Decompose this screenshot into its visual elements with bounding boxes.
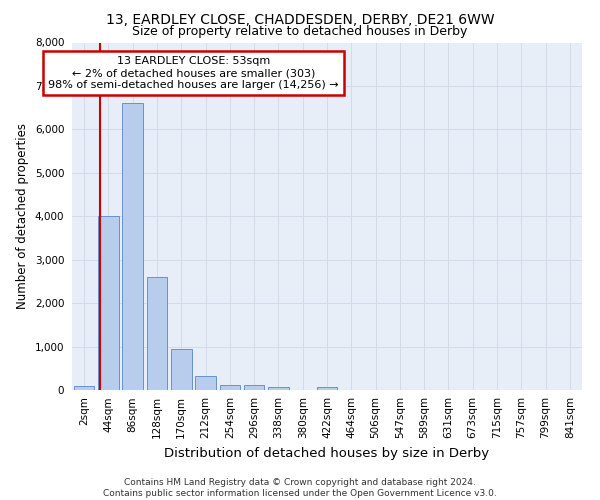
Bar xyxy=(74,386,94,390)
Bar xyxy=(195,376,216,390)
Bar xyxy=(268,386,289,390)
Text: Contains HM Land Registry data © Crown copyright and database right 2024.
Contai: Contains HM Land Registry data © Crown c… xyxy=(103,478,497,498)
Bar xyxy=(317,386,337,390)
Text: Size of property relative to detached houses in Derby: Size of property relative to detached ho… xyxy=(133,25,467,38)
X-axis label: Distribution of detached houses by size in Derby: Distribution of detached houses by size … xyxy=(164,446,490,460)
Bar xyxy=(171,348,191,390)
Bar xyxy=(244,385,265,390)
Text: 13 EARDLEY CLOSE: 53sqm
← 2% of detached houses are smaller (303)
98% of semi-de: 13 EARDLEY CLOSE: 53sqm ← 2% of detached… xyxy=(48,56,339,90)
Y-axis label: Number of detached properties: Number of detached properties xyxy=(16,123,29,309)
Bar xyxy=(146,277,167,390)
Bar xyxy=(98,216,119,390)
Bar xyxy=(122,104,143,390)
Bar xyxy=(220,385,240,390)
Text: 13, EARDLEY CLOSE, CHADDESDEN, DERBY, DE21 6WW: 13, EARDLEY CLOSE, CHADDESDEN, DERBY, DE… xyxy=(106,12,494,26)
